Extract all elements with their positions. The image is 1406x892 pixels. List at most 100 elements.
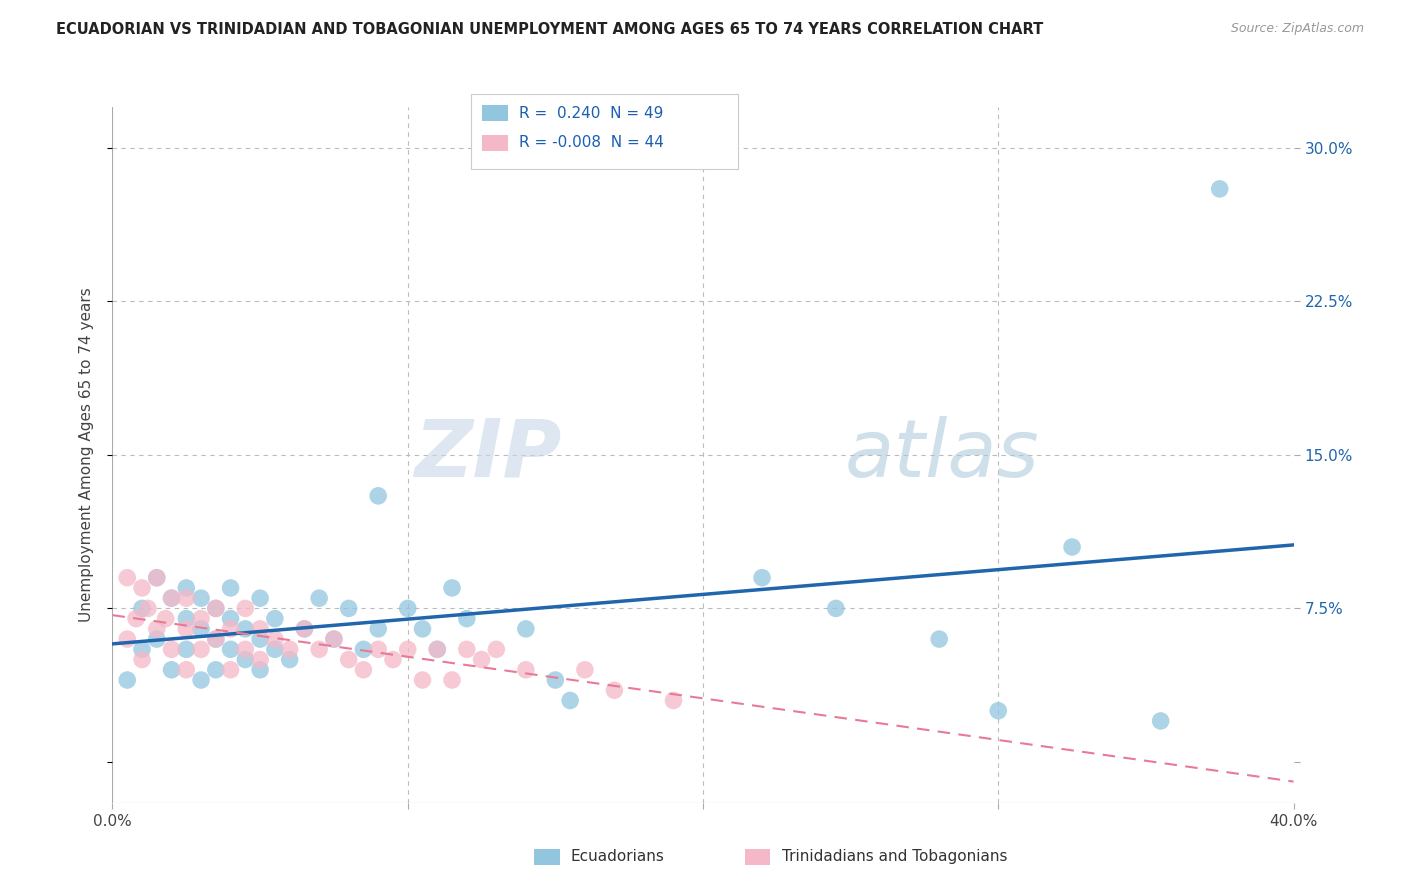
Point [278, 642, 301, 657]
Point [160, 663, 183, 677]
Point [174, 663, 197, 677]
Point [396, 601, 419, 615]
Point [1150, 714, 1173, 728]
Point [323, 632, 346, 646]
Point [264, 642, 287, 657]
Point [337, 601, 360, 615]
Point [426, 642, 449, 657]
Point [367, 489, 389, 503]
Point [456, 612, 478, 626]
Point [146, 571, 169, 585]
Point [233, 652, 256, 666]
Point [249, 591, 271, 606]
Text: Trinidadians and Tobagonians: Trinidadians and Tobagonians [782, 849, 1007, 863]
Point [411, 673, 433, 687]
Point [146, 632, 169, 646]
Text: R = -0.008  N = 44: R = -0.008 N = 44 [519, 136, 664, 150]
Point [249, 632, 271, 646]
Point [485, 642, 508, 657]
Point [190, 642, 212, 657]
Y-axis label: Unemployment Among Ages 65 to 74 years: Unemployment Among Ages 65 to 74 years [79, 287, 94, 623]
Point [308, 642, 330, 657]
Point [233, 622, 256, 636]
Point [117, 673, 138, 687]
Text: Source: ZipAtlas.com: Source: ZipAtlas.com [1230, 22, 1364, 36]
Point [603, 683, 626, 698]
Point [515, 622, 537, 636]
Point [190, 622, 212, 636]
Point [174, 581, 197, 595]
Point [323, 632, 346, 646]
Point [233, 642, 256, 657]
Point [190, 612, 212, 626]
Point [292, 622, 315, 636]
Point [824, 601, 846, 615]
Point [136, 601, 159, 615]
Point [249, 652, 271, 666]
Point [146, 622, 169, 636]
Point [160, 642, 183, 657]
Point [249, 622, 271, 636]
Point [470, 652, 494, 666]
Point [205, 601, 228, 615]
Point [367, 622, 389, 636]
Point [308, 591, 330, 606]
Point [205, 601, 228, 615]
Point [574, 663, 596, 677]
Point [928, 632, 950, 646]
Point [174, 612, 197, 626]
Point [174, 642, 197, 657]
Point [117, 632, 138, 646]
Point [1062, 540, 1084, 554]
Point [131, 642, 153, 657]
Point [131, 581, 153, 595]
Point [219, 663, 242, 677]
Point [219, 622, 242, 636]
Point [174, 591, 197, 606]
Point [352, 642, 374, 657]
Point [367, 642, 389, 657]
Point [205, 632, 228, 646]
Point [219, 612, 242, 626]
Point [155, 612, 177, 626]
Text: atlas: atlas [845, 416, 1039, 494]
Point [264, 612, 287, 626]
Point [131, 652, 153, 666]
Point [515, 663, 537, 677]
Point [751, 571, 773, 585]
Point [249, 663, 271, 677]
Point [174, 622, 197, 636]
Point [292, 622, 315, 636]
Point [411, 622, 433, 636]
Point [426, 642, 449, 657]
Point [987, 704, 1010, 718]
Point [190, 673, 212, 687]
Text: ZIP: ZIP [413, 416, 561, 494]
Point [190, 591, 212, 606]
Point [1208, 182, 1232, 196]
Point [441, 581, 464, 595]
Point [278, 652, 301, 666]
Point [396, 642, 419, 657]
Point [456, 642, 478, 657]
Point [219, 642, 242, 657]
Point [264, 632, 287, 646]
Point [544, 673, 567, 687]
Point [441, 673, 464, 687]
Point [146, 571, 169, 585]
Point [125, 612, 148, 626]
Point [160, 591, 183, 606]
Point [382, 652, 405, 666]
Point [131, 601, 153, 615]
Point [117, 571, 138, 585]
Point [352, 663, 374, 677]
Point [558, 693, 582, 707]
Point [233, 601, 256, 615]
Point [160, 591, 183, 606]
Text: Ecuadorians: Ecuadorians [571, 849, 665, 863]
Point [205, 632, 228, 646]
Text: R =  0.240  N = 49: R = 0.240 N = 49 [519, 106, 664, 120]
Point [337, 652, 360, 666]
Point [205, 663, 228, 677]
Point [662, 693, 685, 707]
